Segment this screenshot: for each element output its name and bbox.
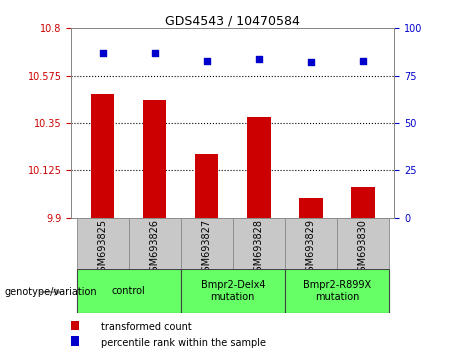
Bar	[285, 218, 337, 269]
Bar	[285, 269, 389, 313]
Bar	[195, 154, 219, 218]
Text: Bmpr2-Delx4
mutation: Bmpr2-Delx4 mutation	[201, 280, 265, 302]
Text: Bmpr2-R899X
mutation: Bmpr2-R899X mutation	[303, 280, 371, 302]
Text: control: control	[112, 286, 146, 296]
Text: percentile rank within the sample: percentile rank within the sample	[101, 338, 266, 348]
Text: GSM693829: GSM693829	[306, 219, 316, 278]
Bar	[129, 218, 181, 269]
Bar	[143, 100, 166, 218]
Bar	[247, 117, 271, 218]
Point	[151, 50, 159, 56]
Bar	[91, 93, 114, 218]
Text: transformed count: transformed count	[101, 322, 192, 332]
Title: GDS4543 / 10470584: GDS4543 / 10470584	[165, 14, 300, 27]
Text: GSM693830: GSM693830	[358, 219, 368, 278]
Text: GSM693826: GSM693826	[150, 219, 160, 278]
Bar	[71, 321, 79, 331]
Text: GSM693825: GSM693825	[98, 219, 108, 278]
Bar	[233, 218, 285, 269]
Point	[255, 56, 262, 62]
Text: genotype/variation: genotype/variation	[5, 287, 97, 297]
Point	[307, 59, 314, 65]
Bar	[77, 269, 181, 313]
Bar	[351, 187, 375, 218]
Text: GSM693828: GSM693828	[254, 219, 264, 278]
Point	[359, 58, 366, 63]
Point	[99, 50, 106, 56]
Bar	[71, 336, 79, 346]
Bar	[181, 218, 233, 269]
Bar	[299, 198, 323, 218]
Point	[203, 58, 211, 63]
Bar	[337, 218, 389, 269]
Bar	[181, 269, 285, 313]
Bar	[77, 218, 129, 269]
Text: GSM693827: GSM693827	[202, 219, 212, 278]
